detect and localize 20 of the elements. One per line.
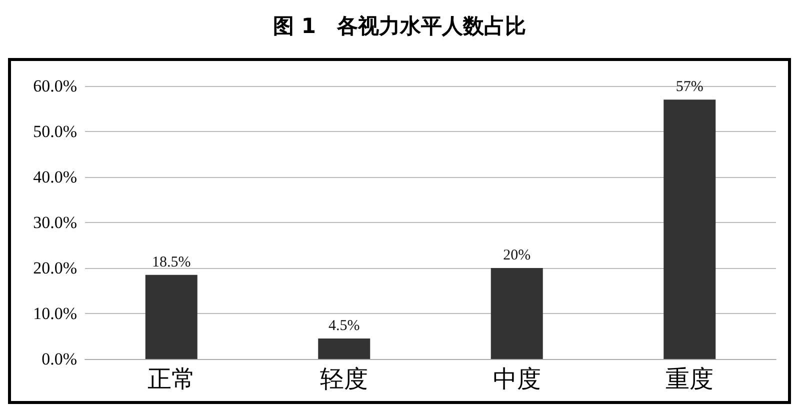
y-tick-label: 50.0% — [33, 122, 77, 141]
bar — [145, 274, 198, 359]
bar — [664, 100, 716, 359]
data-label: 20% — [503, 248, 531, 264]
y-tick-label: 60.0% — [33, 76, 77, 96]
x-tick-label: 中度 — [492, 365, 541, 393]
x-tick-label: 轻度 — [320, 365, 368, 393]
data-label: 18.5% — [152, 254, 191, 270]
y-tick-label: 40.0% — [33, 168, 77, 186]
data-label: 4.5% — [328, 318, 360, 334]
chart-title: 图 1 各视力水平人数占比 — [272, 13, 527, 40]
y-tick-label: 0.0% — [42, 350, 77, 368]
x-tick-label: 正常 — [147, 365, 196, 393]
y-tick-label: 10.0% — [33, 304, 77, 323]
y-tick-label: 30.0% — [33, 213, 77, 232]
bar — [318, 338, 370, 359]
x-tick-label: 重度 — [666, 365, 714, 393]
data-label: 57% — [676, 79, 704, 96]
bar — [490, 268, 543, 359]
y-tick-label: 20.0% — [33, 258, 77, 278]
